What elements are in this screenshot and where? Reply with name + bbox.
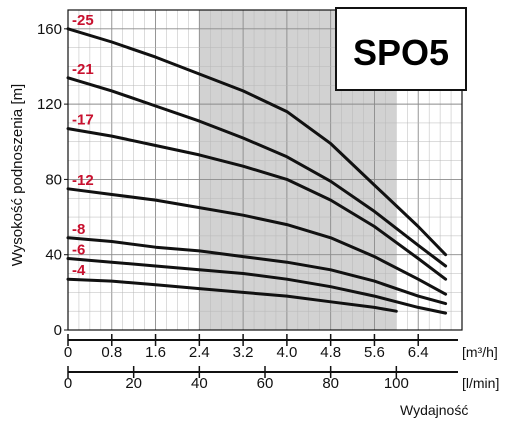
curve-line <box>66 277 398 313</box>
y-tick-label: 0 <box>54 322 62 339</box>
curve-label: -17 <box>72 112 94 129</box>
x-tick-label: 1.6 <box>145 344 166 361</box>
curve-line <box>66 236 448 306</box>
curve-line <box>66 76 448 268</box>
chart-title: SPO5 <box>353 32 449 73</box>
x2-tick-label: 80 <box>322 375 339 392</box>
curve-label: -6 <box>72 241 85 258</box>
curve-label: -25 <box>72 12 94 29</box>
x-tick-label: 3.2 <box>233 344 254 361</box>
x2-tick-label: 100 <box>384 375 409 392</box>
x-tick-label: 6.4 <box>408 344 429 361</box>
curve-line <box>66 27 448 257</box>
x2-tick-label: 60 <box>257 375 274 392</box>
curve-line <box>66 127 448 281</box>
y-tick-label: 40 <box>45 247 62 264</box>
x-tick-label: 4.8 <box>320 344 341 361</box>
title-box <box>335 7 467 91</box>
curve-line <box>66 257 448 315</box>
curve-label: -4 <box>72 262 86 279</box>
curve-label: -21 <box>72 61 94 78</box>
x-tick-label: 5.6 <box>364 344 385 361</box>
curve-label: -12 <box>72 172 94 189</box>
y-tick-label: 80 <box>45 171 62 188</box>
x2-tick-label: 20 <box>125 375 142 392</box>
x-tick-label: 4.0 <box>276 344 297 361</box>
x2-tick-label: 40 <box>191 375 208 392</box>
y-axis-label: Wysokość podnoszenia [m] <box>9 84 26 266</box>
x-tick-label: 2.4 <box>189 344 210 361</box>
x-unit-secondary: [l/min] <box>462 375 499 391</box>
y-tick-label: 160 <box>37 21 62 38</box>
x2-tick-label: 0 <box>64 375 72 392</box>
x-tick-label: 0 <box>64 344 72 361</box>
y-tick-label: 120 <box>37 96 62 113</box>
plot-frame <box>67 9 463 331</box>
curve-line <box>66 187 448 296</box>
x-axis-label: Wydajność <box>400 402 468 418</box>
x-tick-label: 0.8 <box>101 344 122 361</box>
x-unit-primary: [m³/h] <box>462 344 498 360</box>
curve-label: -8 <box>72 221 85 238</box>
